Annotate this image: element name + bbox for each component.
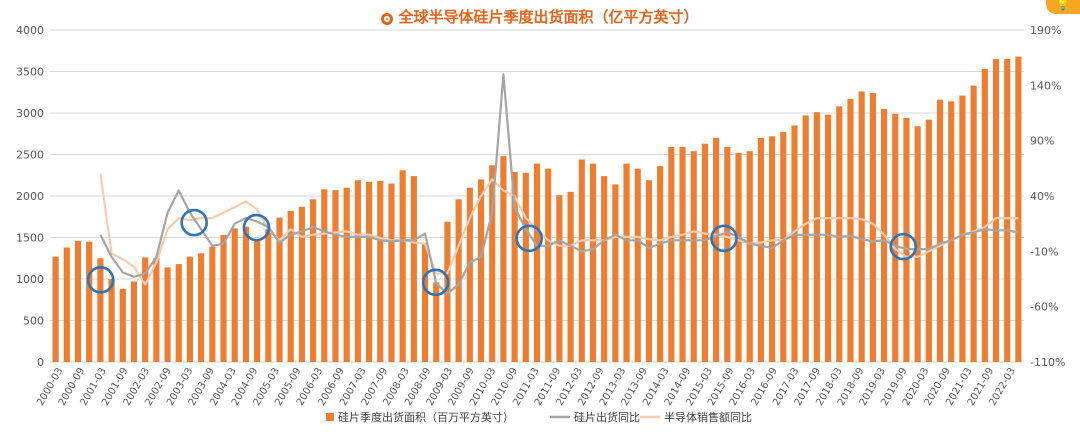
bar bbox=[388, 184, 394, 362]
bar bbox=[310, 199, 316, 362]
bar bbox=[198, 253, 204, 362]
bar bbox=[579, 159, 585, 362]
right-tick-label: -60% bbox=[1030, 301, 1058, 314]
bar bbox=[220, 235, 226, 362]
bar bbox=[836, 106, 842, 362]
bar bbox=[232, 228, 238, 362]
bar bbox=[601, 176, 607, 362]
bar bbox=[332, 190, 338, 362]
bar bbox=[791, 125, 797, 362]
bar bbox=[948, 101, 954, 362]
bar bbox=[635, 169, 641, 362]
bar bbox=[265, 229, 271, 362]
bar bbox=[803, 115, 809, 362]
left-tick-label: 3000 bbox=[16, 107, 44, 120]
bar bbox=[64, 247, 70, 362]
bar bbox=[153, 258, 159, 362]
bar bbox=[120, 289, 126, 362]
left-tick-label: 500 bbox=[23, 315, 44, 328]
bar bbox=[176, 264, 182, 362]
bar bbox=[355, 180, 361, 362]
bar bbox=[814, 112, 820, 362]
bar bbox=[926, 120, 932, 362]
bar bbox=[982, 69, 988, 362]
legend-label: 硅片季度出货面积（百万平方英寸） bbox=[338, 410, 514, 424]
bar bbox=[164, 267, 170, 362]
left-tick-label: 3500 bbox=[16, 66, 44, 79]
bar bbox=[209, 247, 215, 362]
bar bbox=[679, 147, 685, 362]
bar bbox=[870, 93, 876, 362]
bar bbox=[971, 86, 977, 362]
left-tick-label: 2000 bbox=[16, 190, 44, 203]
bar bbox=[86, 242, 92, 362]
bar bbox=[847, 99, 853, 362]
left-tick-label: 4000 bbox=[16, 24, 44, 37]
bar bbox=[187, 257, 193, 362]
legend-label: 半导体销售额同比 bbox=[664, 410, 752, 424]
bar bbox=[646, 180, 652, 362]
bar bbox=[53, 257, 59, 362]
left-tick-label: 2500 bbox=[16, 149, 44, 162]
bar bbox=[523, 173, 529, 362]
right-tick-label: -10% bbox=[1030, 245, 1058, 258]
bar bbox=[859, 91, 865, 362]
bar bbox=[623, 164, 629, 362]
left-tick-label: 0 bbox=[37, 356, 44, 369]
highlight-circle bbox=[182, 210, 207, 235]
right-tick-label: 90% bbox=[1030, 135, 1054, 148]
bar bbox=[769, 136, 775, 362]
bar bbox=[612, 184, 618, 362]
bar bbox=[108, 279, 114, 362]
right-tick-label: -110% bbox=[1030, 356, 1065, 369]
bar bbox=[758, 138, 764, 362]
bar bbox=[321, 189, 327, 362]
legend-label: 硅片出货同比 bbox=[574, 410, 640, 424]
bar bbox=[422, 243, 428, 362]
right-tick-label: 140% bbox=[1030, 79, 1061, 92]
bar bbox=[131, 281, 137, 362]
bar bbox=[825, 115, 831, 362]
bar bbox=[724, 147, 730, 362]
left-tick-label: 1500 bbox=[16, 232, 44, 245]
bar bbox=[377, 181, 383, 362]
bar bbox=[556, 195, 562, 362]
bar bbox=[1015, 57, 1021, 362]
bar bbox=[545, 169, 551, 362]
bar bbox=[1004, 59, 1010, 362]
bar bbox=[411, 176, 417, 362]
bar bbox=[691, 151, 697, 362]
bar bbox=[400, 170, 406, 362]
bar bbox=[903, 118, 909, 362]
bar bbox=[735, 153, 741, 362]
bar bbox=[568, 192, 574, 362]
bar bbox=[780, 132, 786, 362]
bar bbox=[993, 59, 999, 362]
bar bbox=[590, 164, 596, 362]
bar bbox=[344, 188, 350, 362]
bar bbox=[657, 166, 663, 362]
right-tick-label: 40% bbox=[1030, 190, 1054, 203]
bar bbox=[243, 227, 249, 362]
bar bbox=[668, 147, 674, 362]
left-tick-label: 1000 bbox=[16, 273, 44, 286]
bar bbox=[366, 182, 372, 362]
bar bbox=[937, 100, 943, 362]
bar bbox=[478, 179, 484, 362]
bar bbox=[534, 164, 540, 362]
bar bbox=[254, 239, 260, 362]
legend-swatch bbox=[326, 413, 334, 421]
right-tick-label: 190% bbox=[1030, 24, 1061, 37]
bar bbox=[97, 258, 103, 362]
bar bbox=[75, 241, 81, 362]
bar bbox=[959, 96, 965, 362]
bar bbox=[702, 144, 708, 362]
bar bbox=[747, 151, 753, 362]
